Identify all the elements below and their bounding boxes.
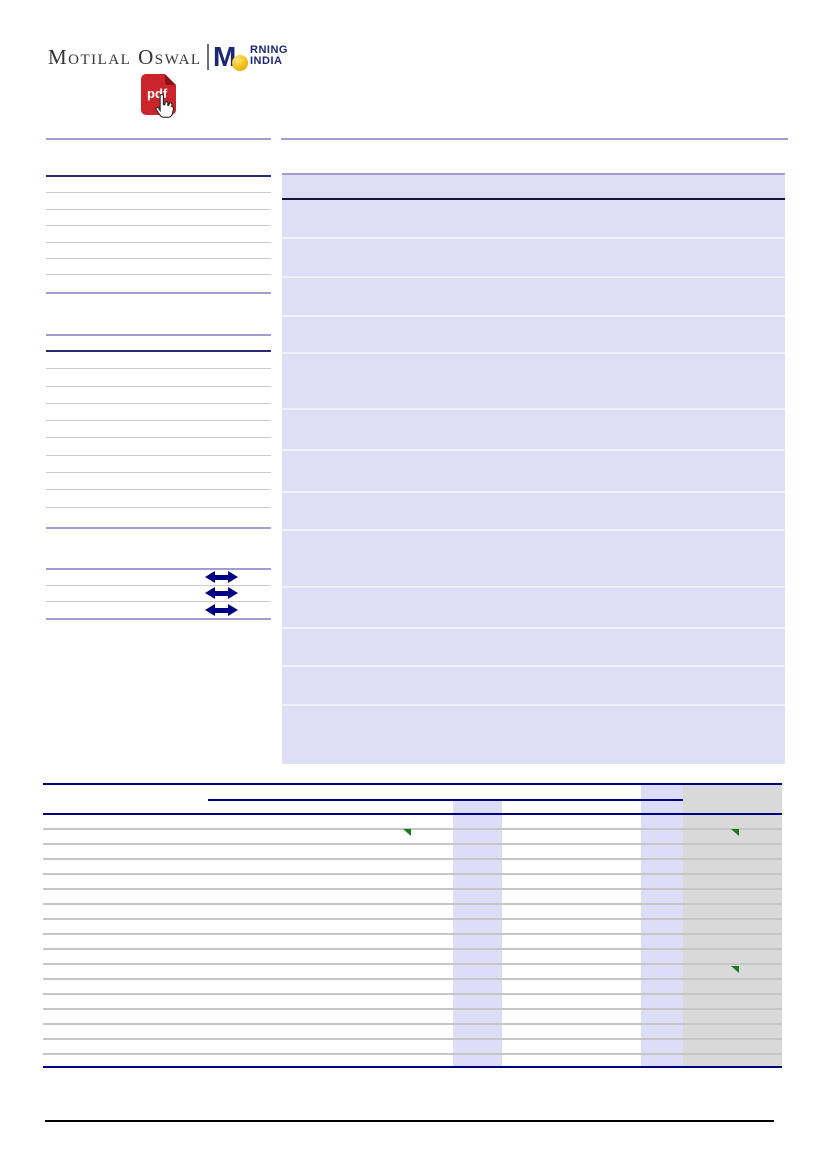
gray-column (683, 785, 782, 1066)
green-triangle-marker (731, 966, 739, 973)
table-row (46, 490, 271, 508)
bottom-data-table (43, 783, 782, 1068)
table-row (43, 830, 782, 845)
table-row (43, 980, 782, 995)
table-row (282, 200, 785, 239)
table-row (282, 493, 785, 531)
pdf-fold-cut (165, 74, 176, 85)
table-row (282, 317, 785, 354)
table-row (43, 905, 782, 920)
table-row (46, 438, 271, 456)
table-row (46, 508, 271, 525)
table-header-row (282, 175, 785, 200)
table-row (46, 275, 271, 291)
table-row (43, 1055, 782, 1066)
table-body (43, 815, 782, 1066)
table-row (43, 845, 782, 860)
table-row (46, 602, 271, 618)
table-row (282, 278, 785, 317)
table-row (282, 588, 785, 629)
header-span-rule (208, 799, 683, 801)
table-row (46, 404, 271, 422)
main-highlight-table (282, 173, 785, 764)
header-bottom-rule (43, 813, 782, 815)
table-row (282, 451, 785, 493)
moon-icon (232, 55, 248, 71)
green-triangle-marker (731, 829, 739, 836)
table-row (46, 473, 271, 491)
table-row (46, 456, 271, 474)
table-row (43, 965, 782, 980)
table-row (46, 243, 271, 259)
table-row (43, 860, 782, 875)
sidebar-top-divider (46, 138, 271, 140)
sidebar-table-3 (46, 568, 271, 620)
table-row (46, 193, 271, 210)
table-row (43, 920, 782, 935)
table-row (46, 210, 271, 227)
table-row (43, 815, 782, 830)
left-right-arrow-icon (205, 603, 238, 617)
table-row (43, 1040, 782, 1055)
morning-india-m: M (213, 41, 237, 72)
table-row (46, 387, 271, 404)
table-row (46, 259, 271, 276)
table-row (46, 586, 271, 602)
table-row (46, 226, 271, 243)
sidebar-table-1 (46, 175, 271, 294)
content-top-divider (281, 138, 788, 140)
table-row (46, 177, 271, 194)
table-row (282, 706, 785, 764)
table-row (43, 950, 782, 965)
morning-india-logo: M RNING INDIA (213, 42, 303, 74)
logo-divider (207, 44, 209, 70)
table-row (43, 1010, 782, 1025)
table-header-row (46, 336, 271, 352)
table-row (46, 369, 271, 387)
footer-divider (45, 1120, 774, 1122)
left-right-arrow-icon (205, 587, 238, 600)
pdf-file-icon[interactable]: pdf (141, 74, 176, 118)
table-row (43, 935, 782, 950)
hand-cursor-icon (155, 94, 175, 118)
sidebar-table-2 (46, 334, 271, 529)
morning-india-rning: RNING (250, 44, 288, 56)
highlight-column (641, 785, 683, 1066)
table-row (282, 354, 785, 410)
table-row (282, 239, 785, 278)
morning-india-wordmark: RNING INDIA (250, 45, 288, 67)
motilal-oswal-logo: Motilal Oswal (48, 45, 208, 71)
green-triangle-marker (403, 829, 411, 836)
left-right-arrow-icon (205, 571, 238, 584)
table-row (43, 995, 782, 1010)
table-row (282, 629, 785, 667)
table-row (282, 531, 785, 588)
table-row (43, 890, 782, 905)
table-row (282, 410, 785, 451)
table-row (46, 570, 271, 586)
table-row (46, 421, 271, 439)
table-row (46, 352, 271, 370)
table-row (43, 1025, 782, 1040)
motilal-oswal-logo-text: Motilal Oswal (48, 45, 202, 69)
table-row (43, 875, 782, 890)
table-row (282, 667, 785, 706)
morning-india-india: INDIA (250, 55, 283, 67)
